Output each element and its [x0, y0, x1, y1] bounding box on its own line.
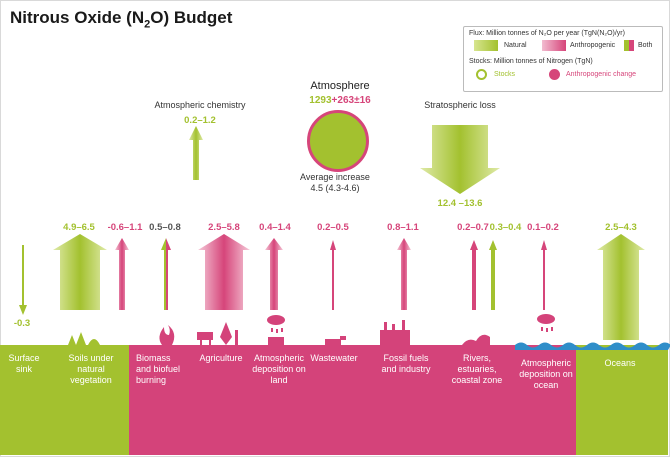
flux-value-surface-sink: -0.3	[13, 318, 31, 329]
ground-anthropogenic	[129, 345, 576, 455]
atmosphere-increase-value: 4.5 (4.3-4.6)	[310, 183, 360, 193]
label-atm-dep-land: Atmospheric deposition on land	[252, 353, 306, 385]
legend-stocks-title: Stocks: Million tonnes of Nitrogen (TgN)	[469, 58, 593, 65]
label-soils: Soils under natural vegetation	[68, 353, 114, 385]
page-title: Nitrous Oxide (N2O) Budget	[10, 8, 233, 31]
ground-natural-right	[576, 345, 668, 455]
legend-anthro-change-icon	[549, 69, 560, 80]
legend-anthro-change-label: Anthropogenic change	[566, 71, 637, 78]
stratospheric-loss-label: Stratospheric loss	[424, 100, 496, 110]
biomass-fire-icon	[159, 325, 175, 345]
label-agriculture: Agriculture	[199, 353, 243, 363]
wastewater-icon	[325, 336, 346, 345]
label-rivers: Rivers, estuaries, coastal zone	[451, 353, 503, 385]
surface-sink-arrow	[19, 245, 27, 315]
label-wastewater: Wastewater	[310, 353, 358, 363]
atm-dep-ocean-icon	[537, 314, 555, 332]
flux-value-wastewater: 0.2–0.5	[317, 222, 349, 233]
atm-chemistry-value: 0.2–1.2	[184, 115, 216, 126]
rivers-anthro-arrow	[470, 240, 478, 310]
legend-stocks-label: Stocks	[494, 71, 516, 78]
legend: Flux: Million tonnes of N₂O per year (Tg…	[463, 26, 663, 92]
fossil-icon	[380, 320, 410, 345]
agriculture-icon	[197, 322, 238, 345]
label-atm-dep-ocean: Atmospheric deposition on ocean	[519, 358, 573, 390]
atmosphere-increase-label: Average increase	[300, 172, 370, 182]
legend-both-label: Both	[638, 42, 653, 49]
ocean-wave	[515, 342, 670, 350]
legend-anthropogenic-label: Anthropogenic	[570, 42, 616, 49]
label-surface-sink: Surface sink	[8, 353, 40, 374]
legend-natural-icon	[474, 40, 498, 51]
atmosphere-stock: 1293+263±16	[309, 95, 371, 106]
atm-chemistry-arrow	[189, 126, 203, 180]
legend-flux-title: Flux: Million tonnes of N₂O per year (Tg…	[469, 30, 625, 37]
flux-value-rivers-anthro: 0.2–0.7	[457, 222, 489, 233]
atmosphere-label: Atmosphere	[310, 80, 370, 92]
flux-value-rivers-natural: 0.3–0.4	[489, 222, 522, 233]
flux-value-agriculture: 2.5–5.8	[208, 222, 240, 233]
flux-value-soils: 4.9–6.5	[63, 222, 95, 233]
atmosphere-stock-circle	[307, 110, 369, 172]
agriculture-arrow	[198, 234, 250, 310]
flux-value-fossil: 0.8–1.1	[387, 222, 419, 233]
soils-anthro-arrow	[115, 238, 129, 310]
ground-natural-left	[0, 345, 129, 455]
rivers-natural-arrow	[489, 240, 497, 310]
flux-value-soils-anthro: -0.6–1.1	[107, 222, 143, 233]
wastewater-arrow	[330, 240, 336, 310]
oceans-arrow	[597, 234, 645, 340]
soils-icon	[68, 332, 100, 345]
legend-both-icon	[624, 40, 634, 51]
soils-arrow	[53, 234, 107, 310]
legend-stocks-icon	[476, 69, 487, 80]
biomass-arrow	[161, 238, 171, 310]
atm-dep-land-icon	[267, 315, 285, 345]
legend-natural-label: Natural	[504, 42, 527, 49]
stratospheric-loss-arrow	[420, 125, 500, 194]
rivers-icon	[462, 334, 490, 345]
atm-dep-ocean-arrow	[541, 240, 547, 310]
label-biomass: Biomass and biofuel burning	[136, 353, 181, 385]
atm-chemistry-label: Atmospheric chemistry	[154, 100, 246, 110]
flux-value-atm-dep-land: 0.4–1.4	[259, 222, 291, 233]
label-fossil: Fossil fuels and industry	[381, 353, 431, 374]
fossil-arrow	[397, 238, 411, 310]
flux-value-atm-dep-ocean: 0.1–0.2	[527, 222, 559, 233]
legend-anthropogenic-icon	[542, 40, 566, 51]
atm-dep-land-arrow	[265, 238, 283, 310]
flux-value-biomass: 0.5–0.8	[149, 222, 181, 233]
stratospheric-loss-value: 12.4 –13.6	[437, 198, 483, 209]
flux-value-oceans: 2.5–4.3	[605, 222, 637, 233]
label-oceans: Oceans	[604, 358, 636, 368]
